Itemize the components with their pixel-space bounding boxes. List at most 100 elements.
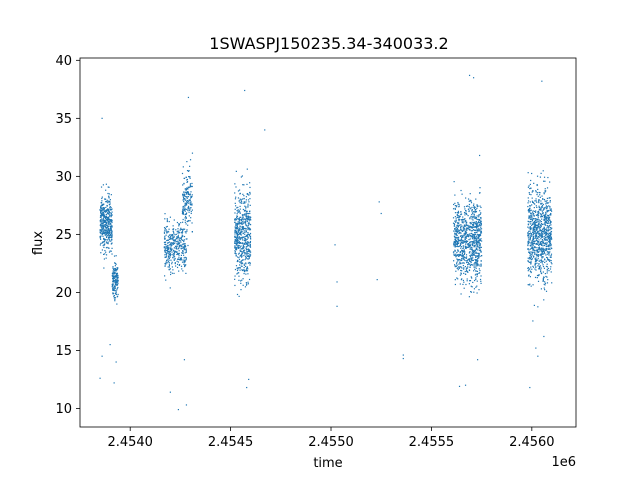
- data-point: [246, 251, 248, 253]
- data-point: [236, 215, 238, 217]
- data-point: [534, 261, 537, 263]
- data-point: [548, 209, 550, 212]
- data-point: [113, 277, 115, 279]
- data-point: [235, 229, 237, 231]
- data-point: [243, 270, 246, 273]
- data-point: [477, 263, 479, 265]
- data-point: [474, 210, 477, 212]
- data-point: [473, 236, 476, 238]
- data-point: [247, 224, 250, 226]
- data-point: [549, 235, 551, 237]
- data-point: [168, 250, 170, 252]
- data-point: [173, 255, 175, 257]
- data-point: [458, 222, 460, 224]
- data-point: [171, 272, 173, 274]
- data-point: [110, 250, 112, 252]
- data-point: [532, 201, 534, 204]
- data-point: [234, 252, 236, 254]
- data-point: [103, 241, 105, 243]
- data-point: [172, 269, 174, 271]
- data-point: [101, 226, 103, 228]
- data-point: [469, 218, 471, 220]
- data-point: [465, 223, 467, 225]
- data-point: [107, 219, 109, 221]
- data-point: [164, 213, 166, 215]
- data-point: [100, 227, 103, 229]
- data-point: [164, 250, 166, 252]
- data-point: [454, 241, 457, 244]
- data-point: [453, 225, 456, 227]
- data-point: [457, 254, 459, 256]
- data-point: [459, 235, 462, 237]
- data-point: [546, 197, 549, 200]
- data-point: [479, 154, 481, 157]
- data-point: [238, 247, 240, 249]
- data-point: [476, 292, 478, 294]
- data-point: [114, 289, 116, 292]
- data-point: [531, 235, 533, 237]
- data-point: [165, 234, 167, 236]
- data-point: [234, 241, 236, 243]
- data-point: [108, 211, 111, 214]
- data-point: [542, 260, 544, 262]
- data-point: [528, 268, 530, 271]
- data-point: [537, 255, 539, 257]
- data-point: [171, 242, 173, 244]
- data-point: [249, 244, 251, 246]
- data-point: [166, 246, 168, 249]
- data-point: [236, 236, 238, 238]
- data-point: [541, 250, 544, 252]
- data-point: [235, 265, 238, 267]
- data-point: [184, 195, 186, 197]
- data-point: [532, 210, 534, 212]
- data-point: [186, 181, 189, 183]
- data-point: [540, 253, 542, 255]
- data-point: [243, 218, 246, 220]
- data-point: [237, 239, 239, 241]
- data-point: [480, 265, 482, 267]
- data-point: [110, 194, 112, 196]
- data-point: [184, 261, 186, 263]
- data-point: [173, 250, 175, 252]
- data-point: [474, 237, 476, 239]
- data-point: [183, 265, 186, 268]
- data-point: [247, 193, 249, 196]
- data-point: [111, 219, 113, 222]
- data-point: [172, 256, 174, 258]
- data-point: [187, 186, 189, 188]
- data-point: [116, 272, 118, 274]
- data-point: [107, 200, 109, 202]
- data-point: [239, 211, 241, 213]
- data-point: [104, 220, 106, 222]
- data-point: [189, 186, 191, 188]
- data-point: [471, 210, 473, 212]
- data-point: [531, 241, 533, 243]
- data-point: [533, 242, 535, 245]
- data-point: [170, 248, 172, 250]
- data-point: [103, 246, 105, 249]
- data-point: [103, 220, 105, 222]
- data-point: [463, 227, 466, 229]
- data-point: [456, 205, 458, 207]
- data-point: [168, 265, 171, 267]
- data-point: [246, 266, 249, 268]
- data-point: [237, 246, 240, 248]
- data-point: [182, 208, 184, 211]
- data-point: [479, 205, 481, 207]
- data-point: [468, 227, 471, 229]
- data-point: [530, 263, 532, 265]
- data-point: [536, 193, 538, 196]
- data-point: [114, 287, 116, 289]
- data-point: [464, 235, 466, 237]
- data-point: [535, 227, 537, 229]
- data-point: [456, 231, 458, 234]
- data-point: [538, 223, 540, 226]
- data-point: [249, 216, 251, 218]
- y-tick-label: 20: [55, 286, 72, 301]
- data-point: [541, 241, 543, 243]
- data-point: [110, 235, 112, 237]
- data-point: [181, 252, 183, 254]
- data-point: [242, 214, 244, 217]
- data-point: [546, 272, 548, 274]
- data-point: [239, 239, 241, 241]
